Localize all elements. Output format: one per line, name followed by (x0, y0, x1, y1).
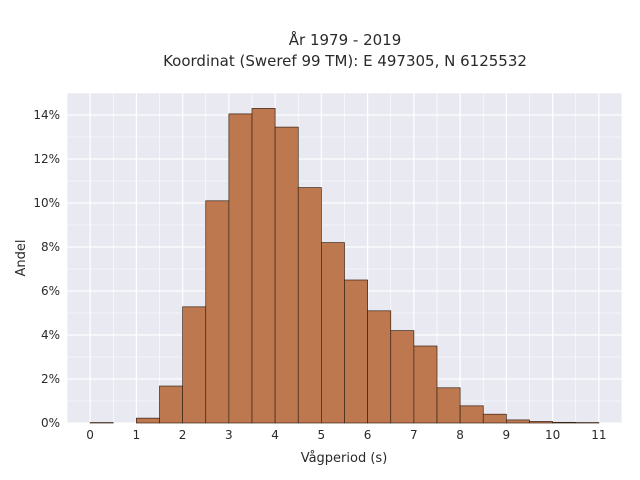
y-tick-label: 4% (41, 328, 60, 342)
histogram-bar (367, 310, 392, 424)
x-tick-label: 11 (591, 428, 606, 442)
histogram-bar (344, 279, 368, 424)
y-tick-label: 6% (41, 284, 60, 298)
y-tick-label: 2% (41, 372, 60, 386)
histogram-bar (552, 421, 577, 424)
y-tick-label: 0% (41, 416, 60, 430)
histogram-bar (321, 242, 345, 424)
x-tick-label: 5 (318, 428, 326, 442)
histogram-bar (390, 330, 415, 424)
histogram-bar (182, 306, 207, 424)
x-tick-label: 7 (410, 428, 418, 442)
x-tick-label: 6 (364, 428, 372, 442)
histogram-bar (506, 419, 530, 424)
histogram-bar (297, 187, 322, 424)
histogram-bar (482, 413, 507, 424)
x-tick-label: 8 (456, 428, 464, 442)
histogram-bar (413, 345, 438, 424)
histogram-bar (251, 108, 276, 424)
y-tick-label: 14% (33, 108, 60, 122)
x-axis-label: Vågperiod (s) (301, 451, 388, 466)
x-tick-label: 9 (503, 428, 511, 442)
x-tick-label: 3 (225, 428, 233, 442)
histogram-bar (136, 417, 160, 424)
histogram-bar (459, 405, 484, 424)
histogram-bar (159, 385, 183, 424)
chart-title-line1: År 1979 - 2019 (289, 30, 402, 49)
y-axis-ticks: 0% 2% 4% 6% 8% 10% 12% 14% (33, 108, 60, 430)
y-axis-label: Andel (14, 240, 29, 277)
x-tick-label: 4 (271, 428, 279, 442)
x-tick-label: 10 (545, 428, 560, 442)
y-tick-label: 10% (33, 196, 60, 210)
histogram-bar (205, 200, 230, 424)
y-tick-label: 8% (41, 240, 60, 254)
y-tick-label: 12% (33, 152, 60, 166)
x-tick-label: 2 (179, 428, 187, 442)
histogram-bar (436, 387, 461, 424)
x-axis-ticks: 0 1 2 3 4 5 6 7 8 9 10 11 (86, 428, 606, 442)
x-tick-label: 0 (86, 428, 94, 442)
x-tick-label: 1 (133, 428, 141, 442)
histogram-bar (228, 113, 253, 424)
histogram-bar (274, 126, 299, 424)
bars (89, 108, 600, 424)
chart-title-line2: Koordinat (Sweref 99 TM): E 497305, N 61… (163, 52, 527, 70)
histogram-bar (529, 421, 553, 424)
